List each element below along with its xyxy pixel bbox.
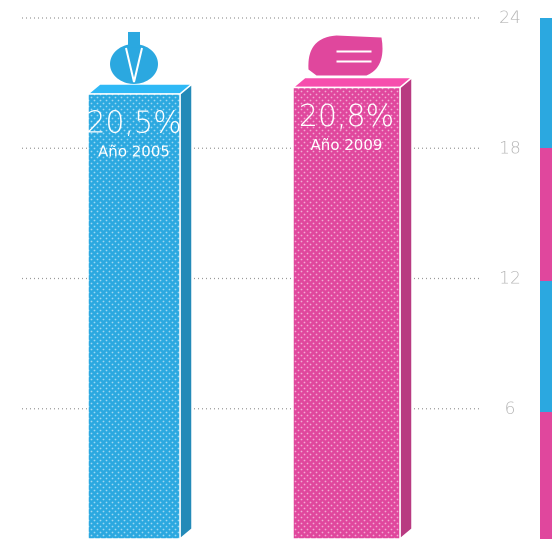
chart: 6 12 18 24 20,5% Año 2005 20,8% Año 2009 [0, 0, 552, 539]
x-category-label: Año 2005 [98, 142, 170, 160]
y-tick-label: 12 [499, 269, 521, 289]
side-stripe [540, 18, 552, 148]
side-stripe [540, 412, 552, 539]
bar-side [400, 77, 412, 539]
bar-texture [88, 94, 180, 539]
value-label: 20,8% [299, 99, 394, 134]
side-stripe [540, 148, 552, 281]
icon [308, 35, 382, 75]
page: 612182420,5%Año 200520,8%Año 2009 (() =>… [0, 0, 552, 539]
y-tick-label: 6 [505, 399, 516, 419]
icon [128, 32, 140, 48]
y-tick-label: 18 [499, 138, 521, 158]
bar-side [180, 84, 192, 539]
bar-top [293, 77, 412, 87]
bar-top [88, 84, 192, 94]
side-stripe [540, 281, 552, 412]
bar-texture [293, 87, 400, 539]
value-label: 20,5% [86, 105, 181, 140]
y-tick-label: 24 [499, 8, 521, 28]
x-category-label: Año 2009 [311, 136, 383, 154]
